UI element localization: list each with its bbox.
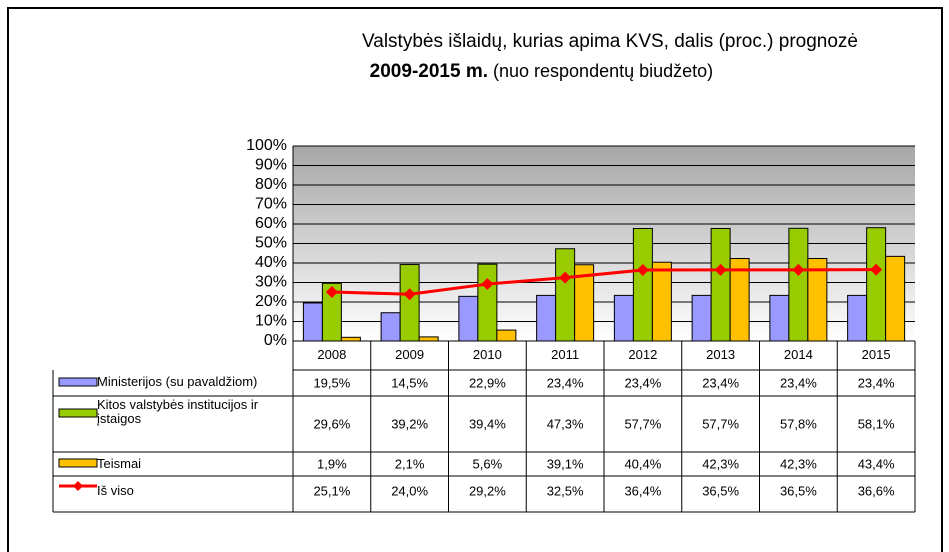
bar — [691, 294, 712, 342]
legend-label: Iš viso — [97, 483, 134, 498]
x-tick-label: 2013 — [706, 347, 735, 362]
x-tick-label: 2015 — [862, 347, 891, 362]
line-marker — [403, 288, 416, 301]
data-label: 43,4% — [858, 456, 895, 471]
y-tick-label: 40% — [255, 254, 287, 271]
chart-subtitle: 2009-2015 m. — [370, 61, 488, 82]
bar — [380, 312, 401, 342]
bar — [399, 264, 420, 342]
line-marker — [325, 286, 338, 299]
legend-key — [58, 408, 98, 418]
bar — [613, 294, 634, 342]
legend-key — [58, 377, 98, 387]
x-tick-label: 2014 — [784, 347, 813, 362]
bar — [496, 329, 517, 342]
bar — [885, 255, 906, 342]
data-label: 36,5% — [780, 483, 817, 498]
data-label: 29,2% — [469, 483, 506, 498]
y-tick-label: 90% — [255, 157, 287, 174]
y-tick-label: 10% — [255, 313, 287, 330]
bar — [769, 294, 790, 342]
bar — [555, 248, 576, 342]
data-label: 42,3% — [702, 456, 739, 471]
bar — [477, 263, 498, 342]
y-tick-label: 0% — [264, 332, 287, 349]
legend-cell: Iš viso — [97, 483, 134, 498]
chart-subtitle-note: (nuo respondentų biudžeto) — [493, 61, 713, 81]
legend-label: Teismai — [97, 456, 142, 471]
legend-key-marker — [73, 481, 83, 491]
line-marker — [870, 263, 883, 276]
x-tick-label: 2011 — [551, 347, 579, 362]
data-label: 40,4% — [624, 456, 661, 471]
bar — [458, 295, 479, 342]
data-label: 23,4% — [624, 375, 661, 390]
data-label: 57,7% — [702, 416, 739, 431]
data-label: 23,4% — [780, 375, 817, 390]
x-tick-label: 2009 — [395, 347, 424, 362]
data-label: 39,1% — [547, 456, 584, 471]
data-label: 42,3% — [780, 456, 817, 471]
data-label: 22,9% — [469, 375, 506, 390]
bar — [632, 227, 653, 342]
x-tick-label: 2012 — [628, 347, 657, 362]
data-label: 23,4% — [858, 375, 895, 390]
y-tick-label: 70% — [255, 196, 287, 213]
line-marker — [481, 278, 494, 291]
data-label: 14,5% — [391, 375, 428, 390]
data-label: 23,4% — [547, 375, 584, 390]
y-tick-label: 60% — [255, 215, 287, 232]
bar — [418, 336, 439, 342]
line-marker — [636, 264, 649, 277]
data-label: 47,3% — [547, 416, 584, 431]
data-label: 57,8% — [780, 416, 817, 431]
bar — [536, 294, 557, 342]
data-label: 5,6% — [473, 456, 503, 471]
legend-cell: Ministerijos (su pavaldžiom) — [97, 374, 258, 389]
legend-cell: Kitos valstybės institucijos ir įstaigos — [97, 398, 259, 426]
bar — [340, 336, 361, 342]
line-marker — [559, 271, 572, 284]
data-label: 25,1% — [313, 483, 350, 498]
bar — [788, 227, 809, 342]
data-label: 36,5% — [702, 483, 739, 498]
chart-title: Valstybės išlaidų, kurias apima KVS, dal… — [362, 31, 858, 52]
y-tick-label: 50% — [255, 235, 287, 252]
data-label: 1,9% — [317, 456, 347, 471]
bar — [866, 227, 887, 342]
y-tick-label: 100% — [246, 137, 287, 154]
line-marker — [714, 263, 727, 276]
bar — [302, 302, 323, 342]
bar — [847, 294, 868, 342]
data-label: 23,4% — [702, 375, 739, 390]
data-label: 36,4% — [624, 483, 661, 498]
data-label: 2,1% — [395, 456, 425, 471]
bar — [651, 261, 672, 342]
data-label: 29,6% — [313, 416, 350, 431]
data-label: 36,6% — [858, 483, 895, 498]
data-label: 57,7% — [624, 416, 661, 431]
y-tick-label: 30% — [255, 274, 287, 291]
line — [331, 268, 877, 296]
data-label: 39,2% — [391, 416, 428, 431]
data-label: 24,0% — [391, 483, 428, 498]
y-tick-label: 80% — [255, 176, 287, 193]
data-label: 19,5% — [313, 375, 350, 390]
x-tick-label: 2010 — [473, 347, 502, 362]
legend-key — [58, 458, 98, 468]
line-marker — [792, 263, 805, 276]
legend-label: Kitos valstybės institucijos ir įstaigos — [97, 398, 259, 426]
data-label: 32,5% — [547, 483, 584, 498]
data-label: 39,4% — [469, 416, 506, 431]
bar — [710, 227, 731, 342]
legend-label: Ministerijos (su pavaldžiom) — [97, 374, 258, 389]
legend-cell: Teismai — [97, 456, 142, 471]
x-tick-label: 2008 — [317, 347, 346, 362]
data-label: 58,1% — [858, 416, 895, 431]
y-tick-label: 20% — [255, 293, 287, 310]
